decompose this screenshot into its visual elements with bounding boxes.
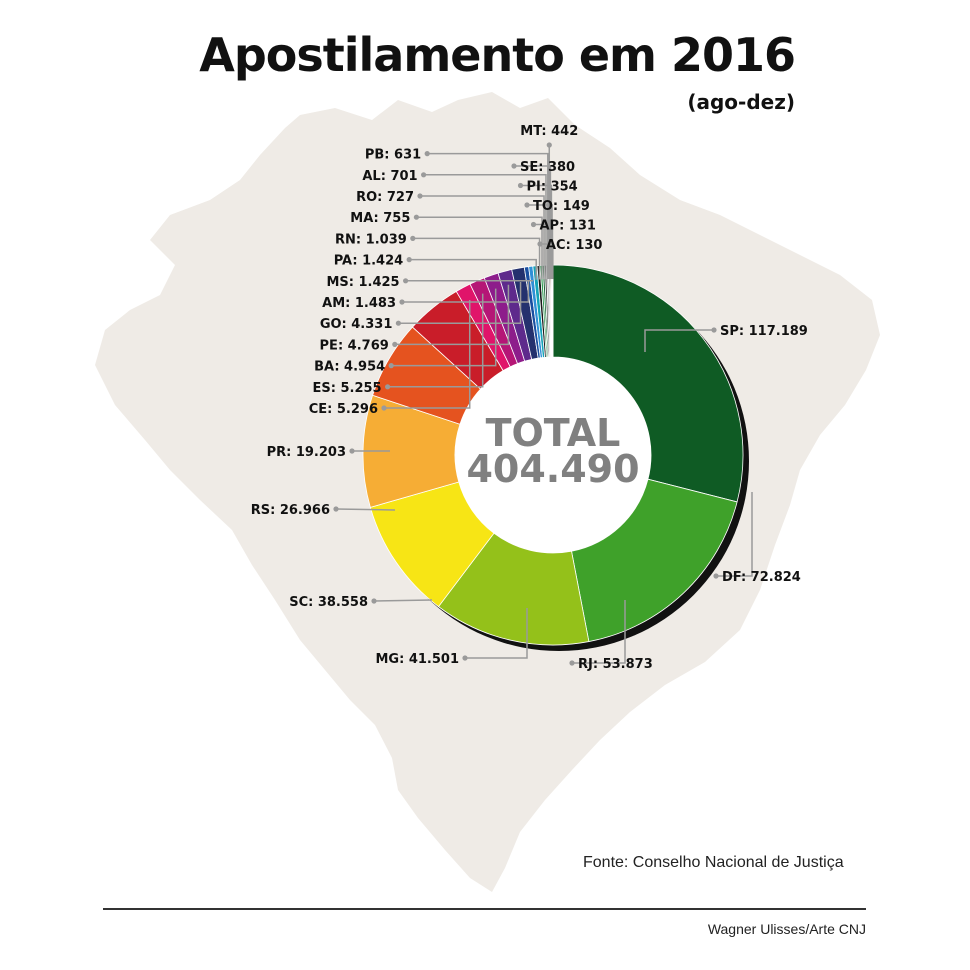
donut-hole — [455, 357, 651, 553]
leader-dot-sp — [711, 327, 717, 333]
leader-dot-pb — [424, 151, 430, 157]
total-label: TOTAL — [486, 411, 621, 455]
leader-es — [387, 293, 484, 388]
leader-rj — [572, 600, 626, 664]
label-pi: PI: 354 — [527, 180, 578, 195]
leader-ro — [420, 195, 545, 280]
leader-dot-mg — [462, 655, 468, 661]
label-rs: RS: 26.966 — [251, 503, 330, 518]
leader-df — [716, 492, 753, 577]
label-ap: AP: 131 — [540, 219, 596, 234]
chart-subtitle: (ago-dez) — [687, 90, 795, 114]
leader-mg — [465, 608, 528, 659]
leader-dot-df — [713, 573, 719, 579]
label-ac: AC: 130 — [546, 238, 602, 253]
leader-dot-am — [399, 299, 405, 305]
leader-dot-to — [524, 202, 530, 208]
label-se: SE: 380 — [520, 160, 575, 175]
label-go: GO: 4.331 — [320, 317, 393, 332]
leader-pe — [394, 284, 510, 346]
leader-dot-pi — [517, 182, 524, 189]
leader-dot-pr — [349, 448, 355, 454]
leader-rn — [412, 237, 541, 280]
credit-note: Wagner Ulisses/Arte CNJ — [707, 921, 866, 937]
leader-dot-rj — [569, 660, 575, 666]
label-pb: PB: 631 — [365, 148, 421, 163]
label-sp: SP: 117.189 — [720, 324, 808, 339]
label-pe: PE: 4.769 — [320, 338, 389, 353]
leader-se — [514, 165, 552, 280]
leader-dot-se — [511, 163, 517, 169]
footer-divider — [103, 908, 866, 910]
label-am: AM: 1.483 — [322, 296, 396, 311]
leader-dot-al — [421, 172, 427, 178]
label-df: DF: 72.824 — [722, 570, 801, 585]
donut-slices — [362, 264, 744, 646]
leader-ba — [391, 288, 497, 367]
chart-title: Apostilamento em 2016 — [199, 28, 796, 82]
leader-dot-ce — [381, 405, 387, 411]
leader-dot-es — [385, 384, 391, 390]
leader-dot-sc — [371, 598, 377, 604]
label-ms: MS: 1.425 — [326, 275, 399, 290]
leader-dot-rn — [410, 235, 416, 241]
label-ma: MA: 755 — [350, 211, 410, 226]
leader-dot-pe — [392, 341, 398, 347]
leader-lines — [333, 142, 753, 666]
leader-go — [398, 282, 522, 324]
leader-dot-ma — [413, 214, 419, 220]
leader-dot-go — [395, 320, 401, 326]
label-ba: BA: 4.954 — [314, 360, 385, 375]
leader-pa — [409, 258, 537, 280]
leader-rs — [335, 508, 396, 511]
label-ro: RO: 727 — [356, 190, 414, 205]
leader-dot-ap — [530, 221, 537, 228]
total-value: 404.490 — [466, 447, 639, 491]
leader-sc — [373, 599, 433, 602]
leader-ma — [416, 216, 543, 280]
leader-dot-ba — [388, 363, 394, 369]
label-mg: MG: 41.501 — [376, 652, 460, 667]
leader-ms — [405, 280, 534, 282]
leader-ac — [540, 243, 554, 280]
leader-dot-ro — [417, 193, 423, 199]
label-sc: SC: 38.558 — [289, 595, 368, 610]
leader-sp — [644, 329, 714, 352]
label-rn: RN: 1.039 — [335, 232, 407, 247]
source-note: Fonte: Conselho Nacional de Justiça — [583, 854, 844, 871]
leader-dot-ms — [403, 278, 409, 284]
label-es: ES: 5.255 — [313, 381, 382, 396]
leader-dot-rs — [333, 506, 339, 512]
label-pa: PA: 1.424 — [334, 254, 403, 269]
label-to: TO: 149 — [533, 199, 590, 214]
leader-dot-ac — [537, 241, 543, 247]
label-al: AL: 701 — [362, 169, 417, 184]
leader-am — [402, 280, 530, 303]
slice-labels: SP: 117.189 DF: 72.824 RJ: 53.873 MG: 41.50… — [251, 124, 808, 672]
leader-pb — [427, 152, 549, 280]
leader-dot-pa — [406, 257, 412, 263]
label-rj: RJ: 53.873 — [578, 657, 653, 672]
leader-ce — [384, 299, 471, 409]
label-pr: PR: 19.203 — [267, 445, 346, 460]
leader-dot-mt — [546, 142, 552, 148]
label-mt: MT: 442 — [520, 124, 578, 139]
label-ce: CE: 5.296 — [309, 402, 378, 417]
